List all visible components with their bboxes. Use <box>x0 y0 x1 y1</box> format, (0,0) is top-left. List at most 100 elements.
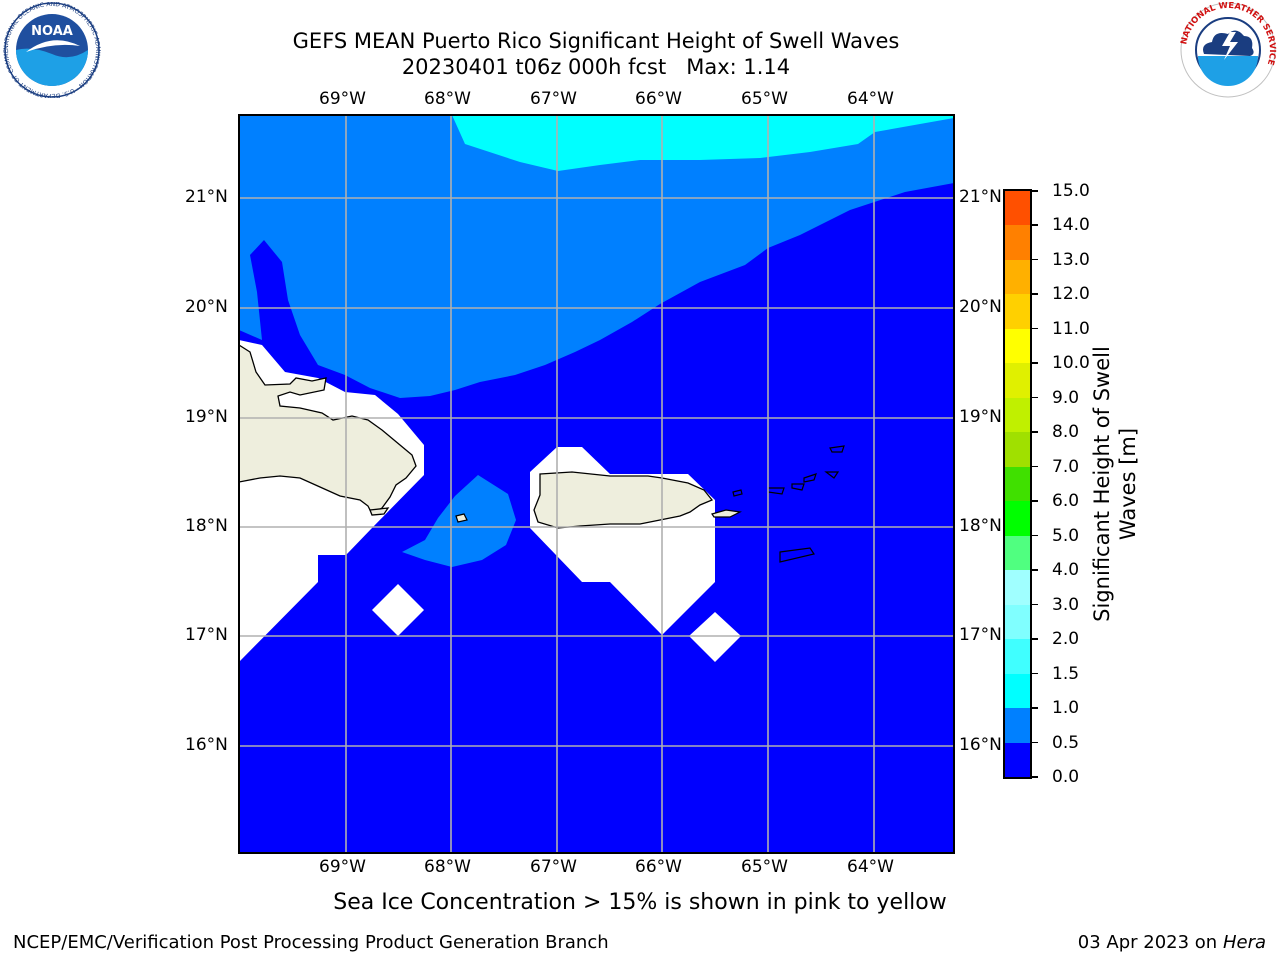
colorbar-tick <box>1032 776 1038 778</box>
colorbar-segment <box>1005 431 1030 467</box>
colorbar-tick <box>1032 258 1038 261</box>
colorbar-ticks: 0.0 0.5 1.0 1.5 2.0 3.0 4.0 5.0 6.0 7.0 8.0 9.0 10.0… <box>1032 181 1152 789</box>
colorbar-segment <box>1005 259 1030 295</box>
nws-logo: NATIONAL WEATHER SERVICE <box>1179 2 1277 98</box>
colorbar-tick-label: 0.0 <box>1052 767 1080 787</box>
map-subtitle: 20230401 t06z 000h fcst Max: 1.14 <box>401 55 791 79</box>
colorbar-tick-label: 11.0 <box>1052 318 1090 339</box>
lon-label-bottom: 66°W <box>635 857 682 877</box>
colorbar-tick <box>1032 638 1038 640</box>
colorbar-tick <box>1032 362 1038 364</box>
swell-band-mid <box>239 115 954 398</box>
lon-label-top: 67°W <box>530 89 577 109</box>
lat-label-right: 16°N <box>959 735 1002 755</box>
noaa-logo: NATIONAL OCEANIC AND ATMOSPHERIC ADMINIS… <box>2 2 101 98</box>
colorbar-tick-label: 9.0 <box>1052 387 1080 408</box>
lon-label-bottom: 68°W <box>424 857 471 877</box>
colorbar-segment <box>1005 707 1030 743</box>
colorbar-tick-label: 6.0 <box>1052 491 1080 512</box>
colorbar-segment <box>1005 466 1030 502</box>
land-mona <box>455 513 468 523</box>
colorbar-segment <box>1005 569 1030 605</box>
colorbar-tick <box>1032 672 1038 675</box>
colorbar-tick <box>1032 293 1038 295</box>
colorbar-tick-label: 8.0 <box>1052 422 1080 443</box>
colorbar-segment <box>1005 397 1030 433</box>
colorbar-segment <box>1005 224 1030 260</box>
lat-label-left: 20°N <box>185 297 228 317</box>
colorbar-tick-label: 10.0 <box>1052 353 1090 374</box>
land-virgin-islands <box>732 445 845 563</box>
lon-label-top: 64°W <box>847 89 894 109</box>
land-beata <box>369 507 390 516</box>
footer-date-text: 03 Apr 2023 on <box>1077 932 1223 953</box>
colorbar-segment <box>1005 673 1030 709</box>
lon-label-top: 66°W <box>635 89 682 109</box>
colorbar-tick-label: 5.0 <box>1052 525 1080 546</box>
swell-band-high <box>452 115 954 171</box>
colorbar-tick-label: 1.0 <box>1052 698 1080 719</box>
footer-branch: NCEP/EMC/Verification Post Processing Pr… <box>13 932 609 953</box>
colorbar-tick-label: 1.5 <box>1052 663 1080 684</box>
colorbar-segment <box>1005 362 1030 398</box>
lon-label-top: 69°W <box>319 89 366 109</box>
lat-label-right: 20°N <box>959 297 1002 317</box>
lon-label-bottom: 65°W <box>741 857 788 877</box>
lon-label-bottom: 67°W <box>530 857 577 877</box>
lon-label-top: 68°W <box>424 89 471 109</box>
colorbar-tick-label: 2.0 <box>1052 629 1080 650</box>
graticule <box>239 115 954 853</box>
colorbar-tick-label: 14.0 <box>1052 215 1090 236</box>
colorbar-tick <box>1032 500 1038 502</box>
colorbar-tick <box>1032 396 1038 399</box>
colorbar-segment <box>1005 638 1030 674</box>
colorbar-tick-label: 7.0 <box>1052 456 1080 477</box>
colorbar-tick <box>1032 224 1038 226</box>
colorbar-tick <box>1032 569 1038 571</box>
colorbar-label: Significant Height of Swell Waves [m] <box>1090 346 1140 622</box>
colorbar-tick-label: 12.0 <box>1052 284 1090 305</box>
lat-label-left: 21°N <box>185 187 228 207</box>
colorbar-segment <box>1005 191 1030 226</box>
colorbar-tick <box>1032 431 1038 433</box>
colorbar <box>1003 189 1032 779</box>
lat-label-right: 21°N <box>959 187 1002 207</box>
colorbar-tick <box>1032 190 1038 192</box>
colorbar-tick-label: 0.5 <box>1052 732 1080 753</box>
lat-label-left: 18°N <box>185 516 228 536</box>
lat-label-right: 18°N <box>959 516 1002 536</box>
colorbar-tick <box>1032 741 1038 744</box>
lon-label-bottom: 64°W <box>847 857 894 877</box>
map-title: GEFS MEAN Puerto Rico Significant Height… <box>292 29 900 53</box>
sea-ice-caption: Sea Ice Concentration > 15% is shown in … <box>333 890 947 915</box>
colorbar-tick-label: 15.0 <box>1052 181 1090 201</box>
colorbar-tick <box>1032 534 1038 537</box>
footer-date: 03 Apr 2023 on Hera <box>1078 932 1266 953</box>
colorbar-segment <box>1005 500 1030 536</box>
colorbar-segment <box>1005 293 1030 329</box>
map-frame <box>238 114 955 854</box>
lat-label-left: 17°N <box>185 625 228 645</box>
lat-label-left: 16°N <box>185 735 228 755</box>
colorbar-tick <box>1032 465 1038 468</box>
land-puerto-rico <box>533 471 714 529</box>
lon-label-top: 65°W <box>741 89 788 109</box>
colorbar-tick <box>1032 707 1038 709</box>
land-hispaniola <box>239 344 417 515</box>
lat-label-left: 19°N <box>185 407 228 427</box>
footer-host: Hera <box>1222 932 1266 953</box>
colorbar-segment <box>1005 604 1030 640</box>
mask-diamond-west <box>372 584 424 636</box>
colorbar-tick-label: 3.0 <box>1052 594 1080 615</box>
colorbar-segment <box>1005 535 1030 571</box>
colorbar-segment <box>1005 741 1030 777</box>
colorbar-tick-label: 4.0 <box>1052 560 1080 581</box>
land-vieques <box>711 509 742 518</box>
colorbar-tick <box>1032 603 1038 606</box>
lon-label-bottom: 69°W <box>319 857 366 877</box>
mask-diamond-east <box>689 612 741 662</box>
noaa-logo-text: NOAA <box>31 24 73 39</box>
colorbar-tick <box>1032 327 1038 330</box>
lat-label-right: 17°N <box>959 625 1002 645</box>
